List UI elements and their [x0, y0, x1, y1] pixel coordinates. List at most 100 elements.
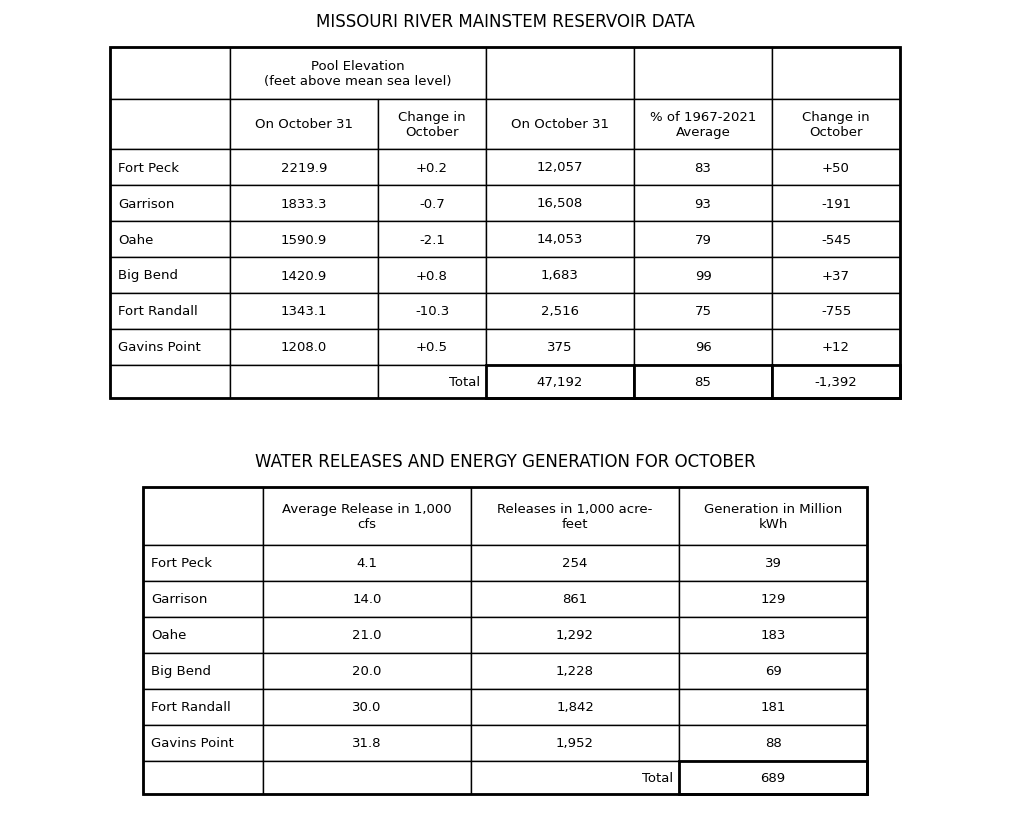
Text: Oahe: Oahe — [152, 629, 187, 642]
Bar — [110, 186, 230, 222]
Text: On October 31: On October 31 — [255, 119, 354, 131]
Bar — [110, 100, 230, 150]
Text: 1,842: 1,842 — [557, 700, 594, 713]
Text: 2,516: 2,516 — [541, 305, 579, 318]
Bar — [378, 222, 486, 258]
Bar — [471, 618, 679, 654]
Bar — [263, 654, 471, 689]
Text: 1,292: 1,292 — [556, 629, 594, 642]
Bar — [230, 150, 378, 186]
Text: 1833.3: 1833.3 — [281, 197, 327, 210]
Bar — [486, 365, 634, 399]
Bar — [634, 329, 772, 365]
Text: 1208.0: 1208.0 — [281, 341, 327, 354]
Text: Change in
October: Change in October — [802, 111, 870, 139]
Bar — [486, 329, 634, 365]
Bar — [471, 689, 679, 725]
Text: 1,683: 1,683 — [541, 269, 579, 283]
Text: +0.2: +0.2 — [416, 161, 448, 174]
Text: Fort Randall: Fort Randall — [118, 305, 198, 318]
Text: -2.1: -2.1 — [419, 233, 445, 247]
Bar — [634, 48, 772, 100]
Text: 69: 69 — [765, 665, 782, 677]
Bar — [772, 48, 900, 100]
Bar — [263, 545, 471, 581]
Bar — [110, 294, 230, 329]
Bar — [230, 365, 378, 399]
Text: -191: -191 — [821, 197, 851, 210]
Text: +12: +12 — [822, 341, 850, 354]
Bar — [679, 761, 867, 794]
Bar — [634, 186, 772, 222]
Text: Releases in 1,000 acre-
feet: Releases in 1,000 acre- feet — [497, 502, 652, 531]
Bar — [471, 761, 679, 794]
Text: 21.0: 21.0 — [352, 629, 382, 642]
Bar — [110, 222, 230, 258]
Text: 14.0: 14.0 — [352, 593, 382, 606]
Bar — [110, 150, 230, 186]
Bar — [772, 222, 900, 258]
Bar — [679, 618, 867, 654]
Bar — [143, 487, 263, 545]
Bar — [471, 725, 679, 761]
Text: Generation in Million
kWh: Generation in Million kWh — [704, 502, 842, 531]
Text: 375: 375 — [547, 341, 573, 354]
Bar — [679, 581, 867, 618]
Bar — [471, 487, 679, 545]
Bar — [486, 186, 634, 222]
Bar — [679, 487, 867, 545]
Bar — [230, 186, 378, 222]
Bar — [772, 100, 900, 150]
Bar — [679, 725, 867, 761]
Text: Big Bend: Big Bend — [118, 269, 178, 283]
Text: 689: 689 — [761, 771, 786, 784]
Text: Total: Total — [642, 771, 673, 784]
Bar — [378, 365, 486, 399]
Text: MISSOURI RIVER MAINSTEM RESERVOIR DATA: MISSOURI RIVER MAINSTEM RESERVOIR DATA — [315, 13, 695, 31]
Text: Change in
October: Change in October — [398, 111, 466, 139]
Bar — [110, 48, 230, 100]
Bar — [263, 618, 471, 654]
Bar — [143, 689, 263, 725]
Bar — [772, 150, 900, 186]
Text: Pool Elevation
(feet above mean sea level): Pool Elevation (feet above mean sea leve… — [265, 60, 451, 88]
Bar — [143, 654, 263, 689]
Text: Fort Peck: Fort Peck — [152, 557, 212, 570]
Text: 12,057: 12,057 — [536, 161, 583, 174]
Text: 14,053: 14,053 — [536, 233, 583, 247]
Text: 93: 93 — [695, 197, 711, 210]
Bar — [486, 222, 634, 258]
Bar — [378, 258, 486, 294]
Bar — [110, 258, 230, 294]
Text: 129: 129 — [761, 593, 786, 606]
Text: 20.0: 20.0 — [352, 665, 382, 677]
Bar — [486, 48, 634, 100]
Text: 1420.9: 1420.9 — [281, 269, 327, 283]
Bar — [471, 545, 679, 581]
Text: +37: +37 — [822, 269, 850, 283]
Text: 254: 254 — [563, 557, 588, 570]
Bar — [378, 150, 486, 186]
Text: -1,392: -1,392 — [815, 376, 857, 388]
Text: Oahe: Oahe — [118, 233, 154, 247]
Bar — [634, 365, 772, 399]
Text: 75: 75 — [695, 305, 711, 318]
Text: -755: -755 — [821, 305, 851, 318]
Bar — [486, 294, 634, 329]
Text: 1,952: 1,952 — [556, 736, 594, 749]
Bar — [230, 48, 486, 100]
Bar — [378, 329, 486, 365]
Bar — [143, 545, 263, 581]
Text: -545: -545 — [821, 233, 851, 247]
Bar — [772, 365, 900, 399]
Text: Gavins Point: Gavins Point — [152, 736, 233, 749]
Bar — [230, 222, 378, 258]
Text: 1,228: 1,228 — [556, 665, 594, 677]
Bar — [143, 618, 263, 654]
Bar — [143, 487, 867, 794]
Bar — [378, 294, 486, 329]
Bar — [471, 581, 679, 618]
Text: 31.8: 31.8 — [352, 736, 382, 749]
Bar — [772, 329, 900, 365]
Bar — [634, 294, 772, 329]
